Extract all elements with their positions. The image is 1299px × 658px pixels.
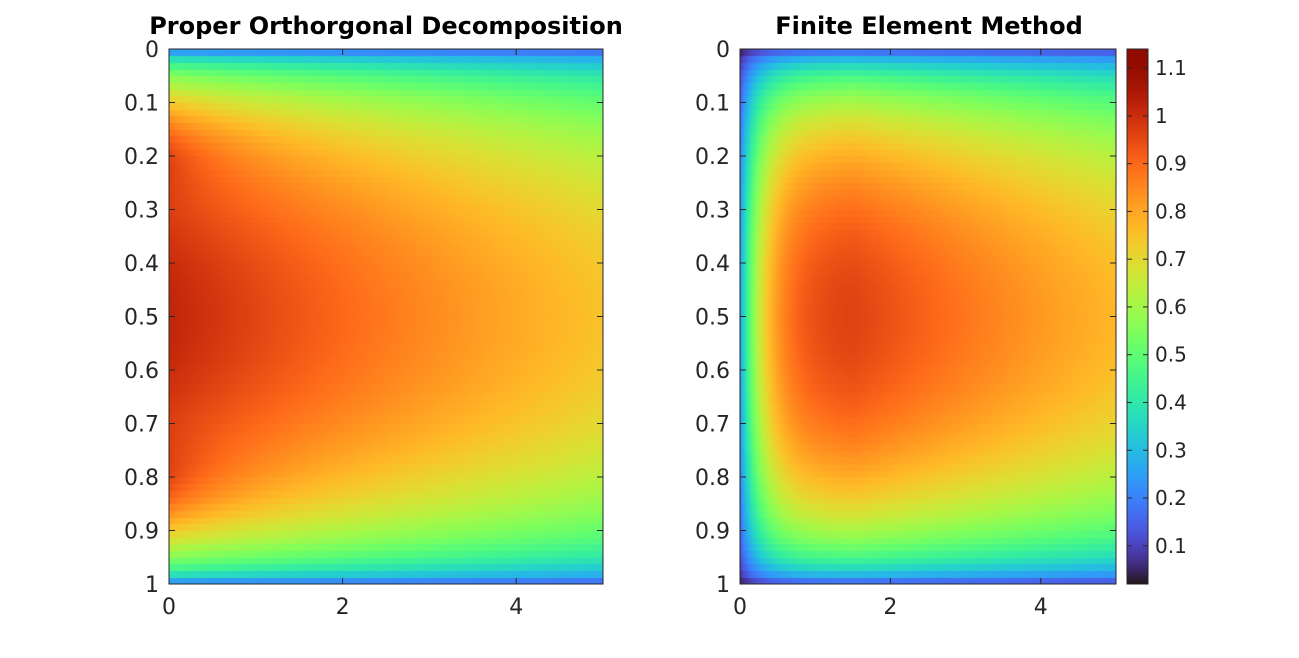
fem-ytick-label: 0.8 <box>695 466 730 491</box>
colorbar-tick-label: 0.9 <box>1155 152 1187 176</box>
fem-ytick-label: 0.2 <box>695 145 730 170</box>
fem-heatmap <box>740 49 1116 584</box>
pod-ytick-label: 0.7 <box>124 413 159 438</box>
fem-ytick-label: 0.5 <box>695 306 730 331</box>
colorbar-tick-label: 0.7 <box>1155 247 1187 271</box>
colorbar-container <box>1127 49 1148 584</box>
fem-ytick-label: 0.7 <box>695 413 730 438</box>
colorbar-tick-label: 0.5 <box>1155 343 1187 367</box>
colorbar-axis: 0.1 0.2 0.3 0.4 0.5 0.6 0.7 0.8 0.9 1 1.1 <box>1127 56 1187 558</box>
colorbar-tick-label: 0.8 <box>1155 199 1187 223</box>
colorbar-box <box>1126 48 1149 585</box>
colorbar <box>1127 49 1148 584</box>
fem-plot-title: Finite Element Method <box>775 12 1083 40</box>
pod-ytick-label: 0.1 <box>124 92 159 117</box>
pod-xtick-label: 2 <box>336 595 350 620</box>
pod-ytick-label: 0.5 <box>124 306 159 331</box>
fem-ytick-label: 0.9 <box>695 520 730 545</box>
colorbar-tick-label: 0.2 <box>1155 486 1187 510</box>
fem-ytick-label: 1 <box>716 573 730 598</box>
pod-xtick-label: 4 <box>509 595 523 620</box>
fem-xtick-label: 0 <box>733 595 747 620</box>
pod-ytick-label: 0.4 <box>124 252 159 277</box>
pod-axes: 0 2 4 0 0.1 0.2 0.3 0.4 0.5 0.6 0.7 0.8 0.9 1 <box>124 38 603 620</box>
fem-ytick-label: 0.1 <box>695 92 730 117</box>
fem-ytick-label: 0.4 <box>695 252 730 277</box>
fem-xtick-label: 4 <box>1034 595 1048 620</box>
pod-ytick-label: 0.8 <box>124 466 159 491</box>
fem-ytick-label: 0 <box>716 38 730 63</box>
fem-ytick-label: 0.6 <box>695 359 730 384</box>
pod-ytick-label: 0.3 <box>124 199 159 224</box>
pod-ytick-label: 0.6 <box>124 359 159 384</box>
fem-xtick-label: 2 <box>883 595 897 620</box>
pod-ytick-label: 0.2 <box>124 145 159 170</box>
pod-plot-title: Proper Orthorgonal Decomposition <box>149 12 623 40</box>
pod-ytick-label: 0.9 <box>124 520 159 545</box>
colorbar-tick-label: 0.6 <box>1155 295 1187 319</box>
colorbar-tick-label: 1 <box>1155 104 1168 128</box>
pod-xtick-label: 0 <box>162 595 176 620</box>
colorbar-tick-label: 0.4 <box>1155 390 1187 414</box>
pod-heatmap <box>169 49 603 584</box>
pod-heatmap-container <box>169 49 603 584</box>
colorbar-tick-label: 0.3 <box>1155 438 1187 462</box>
fem-ytick-label: 0.3 <box>695 199 730 224</box>
colorbar-tick-label: 1.1 <box>1155 56 1187 80</box>
fem-heatmap-container <box>740 49 1116 584</box>
fem-axes: 0 2 4 0 0.1 0.2 0.3 0.4 0.5 0.6 0.7 0.8 0.9 1 <box>695 38 1116 620</box>
pod-ytick-label: 0 <box>145 38 159 63</box>
colorbar-tick-label: 0.1 <box>1155 534 1187 558</box>
pod-ytick-label: 1 <box>145 573 159 598</box>
